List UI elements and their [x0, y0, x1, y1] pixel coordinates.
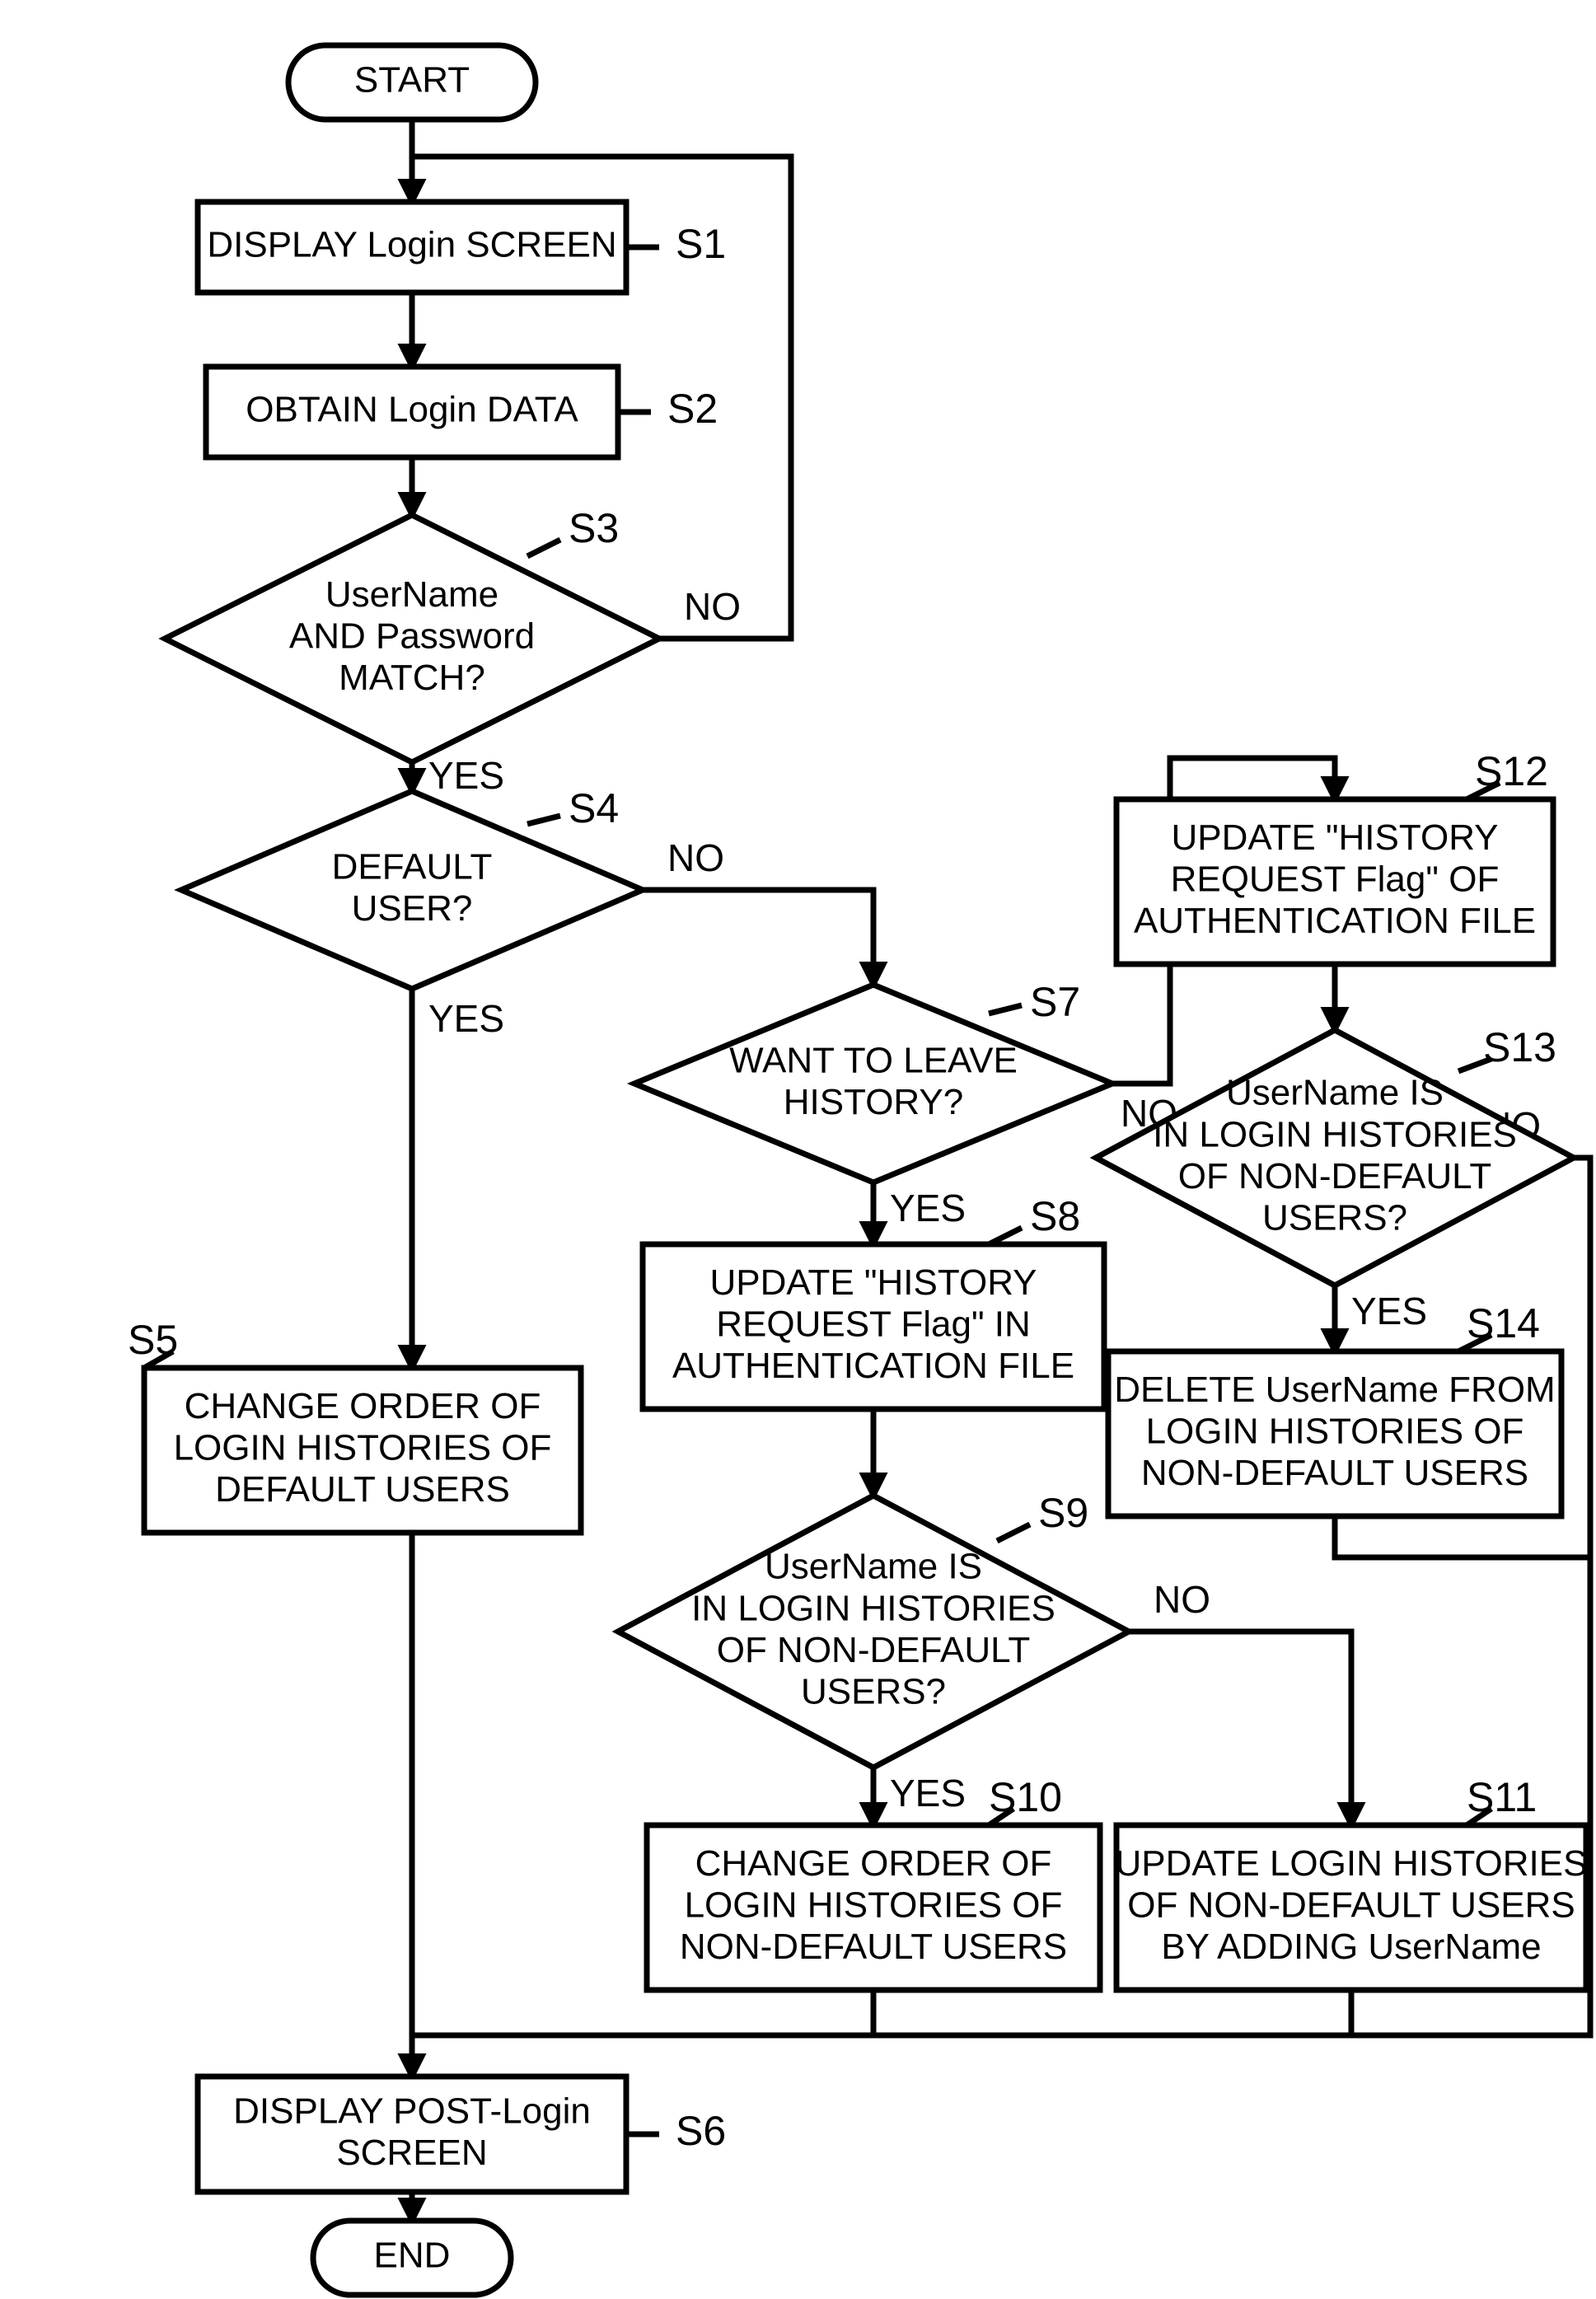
node-s3: UserNameAND PasswordMATCH? [165, 515, 659, 762]
edge-e_s4_no [643, 890, 873, 985]
node-text-s9-1: IN LOGIN HISTORIES [691, 1588, 1055, 1628]
edge-label-e_s4_no: NO [667, 836, 724, 879]
step-label-s9: S9 [1038, 1490, 1088, 1536]
node-text-s5-1: LOGIN HISTORIES OF [174, 1428, 552, 1468]
edge-label-e_s3_no: NO [684, 585, 741, 628]
edge-e_s7_leader [989, 1005, 1022, 1014]
node-text-s11-2: BY ADDING UserName [1161, 1927, 1541, 1967]
node-text-s8-0: UPDATE "HISTORY [709, 1262, 1037, 1303]
step-label-s8: S8 [1030, 1193, 1080, 1239]
edge-e_s9_no [1129, 1632, 1351, 1825]
step-label-s7: S7 [1030, 979, 1080, 1025]
edge-label-e_s9_no: NO [1154, 1578, 1210, 1621]
node-text-end-0: END [374, 2236, 451, 2276]
node-s5: CHANGE ORDER OFLOGIN HISTORIES OFDEFAULT… [144, 1368, 581, 1533]
node-text-s11-1: OF NON-DEFAULT USERS [1127, 1885, 1575, 1926]
node-s1: DISPLAY Login SCREEN [198, 202, 626, 293]
node-text-s1-0: DISPLAY Login SCREEN [207, 225, 616, 265]
step-label-s10: S10 [989, 1774, 1062, 1820]
edge-e_s14_down [1335, 1516, 1590, 1557]
node-text-s13-0: UserName IS [1226, 1073, 1444, 1113]
node-text-s10-0: CHANGE ORDER OF [695, 1843, 1052, 1884]
node-s10: CHANGE ORDER OFLOGIN HISTORIES OFNON-DEF… [647, 1825, 1100, 1990]
node-text-s11-0: UPDATE LOGIN HISTORIES [1116, 1843, 1588, 1884]
node-text-start-0: START [354, 60, 470, 101]
edge-label-e_s9_yes: YES [890, 1772, 966, 1814]
node-text-s14-1: LOGIN HISTORIES OF [1146, 1412, 1524, 1452]
node-text-s14-0: DELETE UserName FROM [1114, 1370, 1555, 1410]
node-text-s9-3: USERS? [801, 1672, 946, 1712]
node-start: START [288, 45, 536, 119]
node-s2: OBTAIN Login DATA [206, 367, 618, 457]
node-text-s10-2: NON-DEFAULT USERS [680, 1927, 1067, 1967]
step-label-s12: S12 [1475, 748, 1548, 794]
node-text-s7-0: WANT TO LEAVE [729, 1040, 1018, 1080]
step-label-s2: S2 [667, 386, 718, 432]
node-s12: UPDATE "HISTORYREQUEST Flag" OFAUTHENTIC… [1116, 799, 1553, 964]
node-text-s13-2: OF NON-DEFAULT [1178, 1156, 1492, 1196]
node-end: END [313, 2221, 511, 2295]
step-label-s1: S1 [676, 221, 726, 267]
node-text-s9-0: UserName IS [765, 1547, 982, 1587]
step-label-s5: S5 [128, 1317, 178, 1363]
node-s14: DELETE UserName FROMLOGIN HISTORIES OFNO… [1108, 1351, 1561, 1516]
nodes-group: START DISPLAY Login SCREEN S1 OBTAIN Login … [128, 45, 1587, 2295]
edge-e_s10_down [412, 1990, 873, 2035]
edge-e_s3_leader [527, 540, 560, 556]
node-text-s13-3: USERS? [1262, 1198, 1407, 1238]
node-text-s5-0: CHANGE ORDER OF [185, 1386, 541, 1426]
edge-label-e_s7_yes: YES [890, 1187, 966, 1229]
edge-e_s4_leader [527, 816, 560, 824]
node-text-s4-0: DEFAULT [332, 846, 493, 887]
node-text-s14-2: NON-DEFAULT USERS [1141, 1453, 1528, 1493]
node-s8: UPDATE "HISTORYREQUEST Flag" INAUTHENTIC… [643, 1244, 1104, 1409]
node-s9: UserName ISIN LOGIN HISTORIESOF NON-DEFA… [618, 1496, 1129, 1768]
node-text-s12-2: AUTHENTICATION FILE [1134, 901, 1536, 941]
step-label-s13: S13 [1483, 1024, 1556, 1070]
node-text-s3-1: AND Password [289, 616, 535, 657]
node-text-s5-2: DEFAULT USERS [215, 1469, 510, 1510]
node-text-s12-0: UPDATE "HISTORY [1171, 817, 1498, 858]
node-text-s9-2: OF NON-DEFAULT [717, 1630, 1031, 1670]
step-label-s11: S11 [1467, 1774, 1537, 1820]
node-text-s8-2: AUTHENTICATION FILE [672, 1346, 1074, 1386]
node-text-s7-1: HISTORY? [784, 1082, 963, 1122]
node-text-s6-0: DISPLAY POST-Login [233, 2091, 591, 2131]
step-label-s14: S14 [1467, 1300, 1540, 1346]
node-s6: DISPLAY POST-LoginSCREEN [198, 2077, 626, 2192]
node-text-s4-1: USER? [352, 888, 473, 929]
edge-e_s11_down [873, 1990, 1351, 2035]
node-text-s10-1: LOGIN HISTORIES OF [685, 1885, 1063, 1926]
edge-e_s9_leader [997, 1524, 1030, 1541]
node-text-s2-0: OBTAIN Login DATA [246, 390, 578, 430]
node-text-s6-1: SCREEN [336, 2133, 487, 2173]
node-text-s3-0: UserName [325, 574, 498, 615]
step-label-s6: S6 [676, 2108, 726, 2154]
edge-label-e_s4_yes: YES [428, 997, 504, 1040]
step-label-s4: S4 [569, 785, 619, 831]
node-text-s3-2: MATCH? [339, 658, 485, 698]
step-label-s3: S3 [569, 505, 619, 551]
node-text-s13-1: IN LOGIN HISTORIES [1153, 1114, 1517, 1154]
flowchart-svg: NOYESYESNOYESNOYESNOYESNOSTARTDISPLAY Lo… [0, 0, 1596, 2299]
node-s11: UPDATE LOGIN HISTORIESOF NON-DEFAULT USE… [1116, 1825, 1588, 1990]
node-text-s8-1: REQUEST Flag" IN [716, 1304, 1031, 1345]
edge-label-e_s3_yes: YES [428, 754, 504, 797]
edge-label-e_s13_yes: YES [1351, 1290, 1427, 1332]
node-text-s12-1: REQUEST Flag" OF [1171, 859, 1500, 900]
